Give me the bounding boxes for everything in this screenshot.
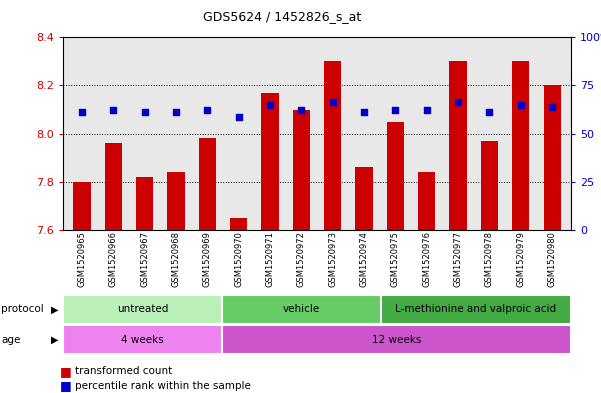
Bar [261, 93, 279, 230]
Point [484, 109, 494, 115]
Bar [355, 167, 373, 230]
Point [453, 99, 463, 105]
Point [548, 104, 557, 110]
Text: protocol: protocol [1, 305, 44, 314]
Point [359, 109, 369, 115]
Point [140, 109, 150, 115]
Bar [481, 141, 498, 230]
Bar [230, 218, 247, 230]
Text: ▶: ▶ [52, 335, 59, 345]
Bar [199, 138, 216, 230]
Text: ▶: ▶ [52, 305, 59, 314]
Text: ■: ■ [60, 365, 72, 378]
Point [296, 107, 306, 113]
Point [328, 99, 338, 105]
Text: GDS5624 / 1452826_s_at: GDS5624 / 1452826_s_at [203, 10, 362, 23]
Text: untreated: untreated [117, 305, 168, 314]
Bar [387, 121, 404, 230]
Point [108, 107, 118, 113]
Bar [222, 325, 571, 354]
Text: vehicle: vehicle [282, 305, 320, 314]
Point [77, 109, 87, 115]
Text: ■: ■ [60, 379, 72, 393]
Point [265, 102, 275, 108]
Bar [543, 86, 561, 230]
Bar [105, 143, 122, 230]
Text: L-methionine and valproic acid: L-methionine and valproic acid [395, 305, 557, 314]
Bar [418, 172, 435, 230]
Point [171, 109, 181, 115]
Point [234, 114, 243, 120]
Bar [222, 295, 380, 324]
Point [422, 107, 432, 113]
Bar [380, 295, 571, 324]
Point [516, 102, 526, 108]
Text: 4 weeks: 4 weeks [121, 335, 164, 345]
Bar [167, 172, 185, 230]
Text: age: age [1, 335, 20, 345]
Bar [63, 295, 222, 324]
Bar [136, 177, 153, 230]
Bar [73, 182, 91, 230]
Text: percentile rank within the sample: percentile rank within the sample [75, 381, 251, 391]
Bar [293, 110, 310, 230]
Text: transformed count: transformed count [75, 366, 172, 376]
Bar [450, 61, 467, 230]
Bar [324, 61, 341, 230]
Point [203, 107, 212, 113]
Point [391, 107, 400, 113]
Bar [63, 325, 222, 354]
Bar [512, 61, 529, 230]
Text: 12 weeks: 12 weeks [371, 335, 421, 345]
